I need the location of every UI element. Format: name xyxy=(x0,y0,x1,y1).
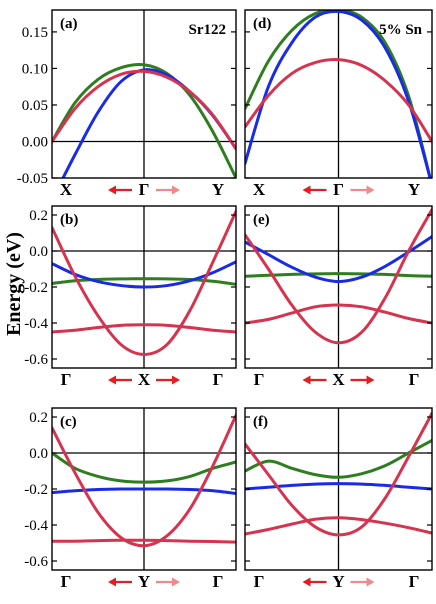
y-tick-label: -0.4 xyxy=(24,518,48,534)
right-arrow-head xyxy=(366,375,375,385)
plot-frame xyxy=(244,9,433,179)
band-line-green-0 xyxy=(52,62,236,178)
x-tick-label: Γ xyxy=(333,180,344,199)
y-tick-label: 0.05 xyxy=(22,98,48,114)
band-line-blue-1 xyxy=(245,10,432,178)
left-arrow-head xyxy=(108,577,116,587)
x-tick-label: Γ xyxy=(254,572,265,591)
panel-5: (f) Γ Y Γ xyxy=(244,407,433,591)
left-arrow-head xyxy=(302,375,311,385)
band-line-green-0 xyxy=(52,277,236,286)
y-tick-label: 0.15 xyxy=(22,25,48,41)
panel-title: 5% Sn xyxy=(379,22,423,38)
band-line-green-0 xyxy=(52,451,236,484)
panel-4: -0.6 -0.4 -0.2 0.0 0.2 (c) Γ Y Γ xyxy=(24,407,237,591)
y-tick-label: -0.05 xyxy=(17,171,48,187)
right-arrow-head xyxy=(172,577,180,587)
y-tick-label: -0.2 xyxy=(24,280,48,296)
band-line-red-3 xyxy=(52,323,236,334)
band-line-blue-1 xyxy=(52,487,236,495)
panel-0: -0.05 0.00 0.05 0.10 0.15 (a) Sr122 X Γ Y xyxy=(17,9,237,199)
series-group xyxy=(245,208,432,345)
x-tick-label: Γ xyxy=(213,572,224,591)
band-line-red-3 xyxy=(245,516,432,536)
panel-label: (f) xyxy=(253,414,268,430)
panel-1: (d) 5% Sn X Γ Y xyxy=(244,9,433,199)
band-line-blue-1 xyxy=(245,482,432,491)
x-tick-label: Γ xyxy=(61,370,72,389)
right-arrow-head xyxy=(172,375,180,385)
series-group xyxy=(245,411,432,537)
band-line-red-2 xyxy=(245,208,432,345)
x-tick-label: Y xyxy=(138,572,150,591)
y-tick-label: 0.2 xyxy=(29,208,48,224)
band-line-red-3 xyxy=(52,538,236,544)
band-line-blue-1 xyxy=(245,235,432,284)
panel-label: (e) xyxy=(253,212,270,228)
y-tick-label: -0.4 xyxy=(24,316,48,332)
band-line-red-2 xyxy=(52,209,236,357)
y-axis-label: Energy (eV) xyxy=(3,232,25,336)
panel-3: (e) Γ X Γ xyxy=(244,205,433,389)
x-tick-label: X xyxy=(138,370,151,389)
right-arrow-head xyxy=(366,577,375,587)
left-arrow-head xyxy=(108,375,116,385)
x-tick-label: Γ xyxy=(254,370,265,389)
left-arrow-head xyxy=(302,185,311,195)
y-tick-label: 0.0 xyxy=(29,446,48,462)
y-tick-label: -0.2 xyxy=(24,482,48,498)
band-line-red-2 xyxy=(52,413,236,548)
band-line-red-2 xyxy=(52,69,236,151)
y-tick-label: 0.2 xyxy=(29,410,48,426)
band-line-red-2 xyxy=(245,411,432,537)
y-tick-label: 0.10 xyxy=(22,61,48,77)
right-arrow-head xyxy=(366,185,375,195)
x-tick-label: X xyxy=(332,370,345,389)
left-arrow-head xyxy=(302,577,311,587)
x-tick-label: Γ xyxy=(61,572,72,591)
y-tick-label: 0.0 xyxy=(29,244,48,260)
series-group xyxy=(52,209,236,357)
band-line-red-2 xyxy=(245,58,432,143)
right-arrow-head xyxy=(172,185,180,195)
band-line-red-3 xyxy=(245,303,432,325)
x-tick-label: X xyxy=(60,180,73,199)
series-group xyxy=(52,413,236,548)
x-tick-label: Γ xyxy=(409,370,420,389)
panel-label: (a) xyxy=(60,16,78,32)
x-tick-label: Γ xyxy=(139,180,150,199)
x-tick-label: X xyxy=(253,180,266,199)
x-tick-label: Γ xyxy=(409,572,420,591)
y-tick-label: -0.6 xyxy=(24,352,48,368)
x-tick-label: Γ xyxy=(213,370,224,389)
x-tick-label: Y xyxy=(332,572,344,591)
x-tick-label: Y xyxy=(408,180,420,199)
series-group xyxy=(52,62,236,178)
panel-2: -0.6 -0.4 -0.2 0.0 0.2 (b) Γ X Γ xyxy=(24,205,237,389)
plot-frame xyxy=(51,9,237,179)
left-arrow-head xyxy=(108,185,116,195)
x-tick-label: Y xyxy=(212,180,224,199)
panel-label: (d) xyxy=(253,16,271,32)
y-tick-label: -0.6 xyxy=(24,554,48,570)
band-line-green-0 xyxy=(245,272,432,278)
band-line-green-0 xyxy=(245,438,432,479)
y-tick-label: 0.00 xyxy=(22,134,48,150)
panel-label: (b) xyxy=(60,212,78,228)
panel-title: Sr122 xyxy=(189,22,227,38)
panel-label: (c) xyxy=(60,414,77,430)
